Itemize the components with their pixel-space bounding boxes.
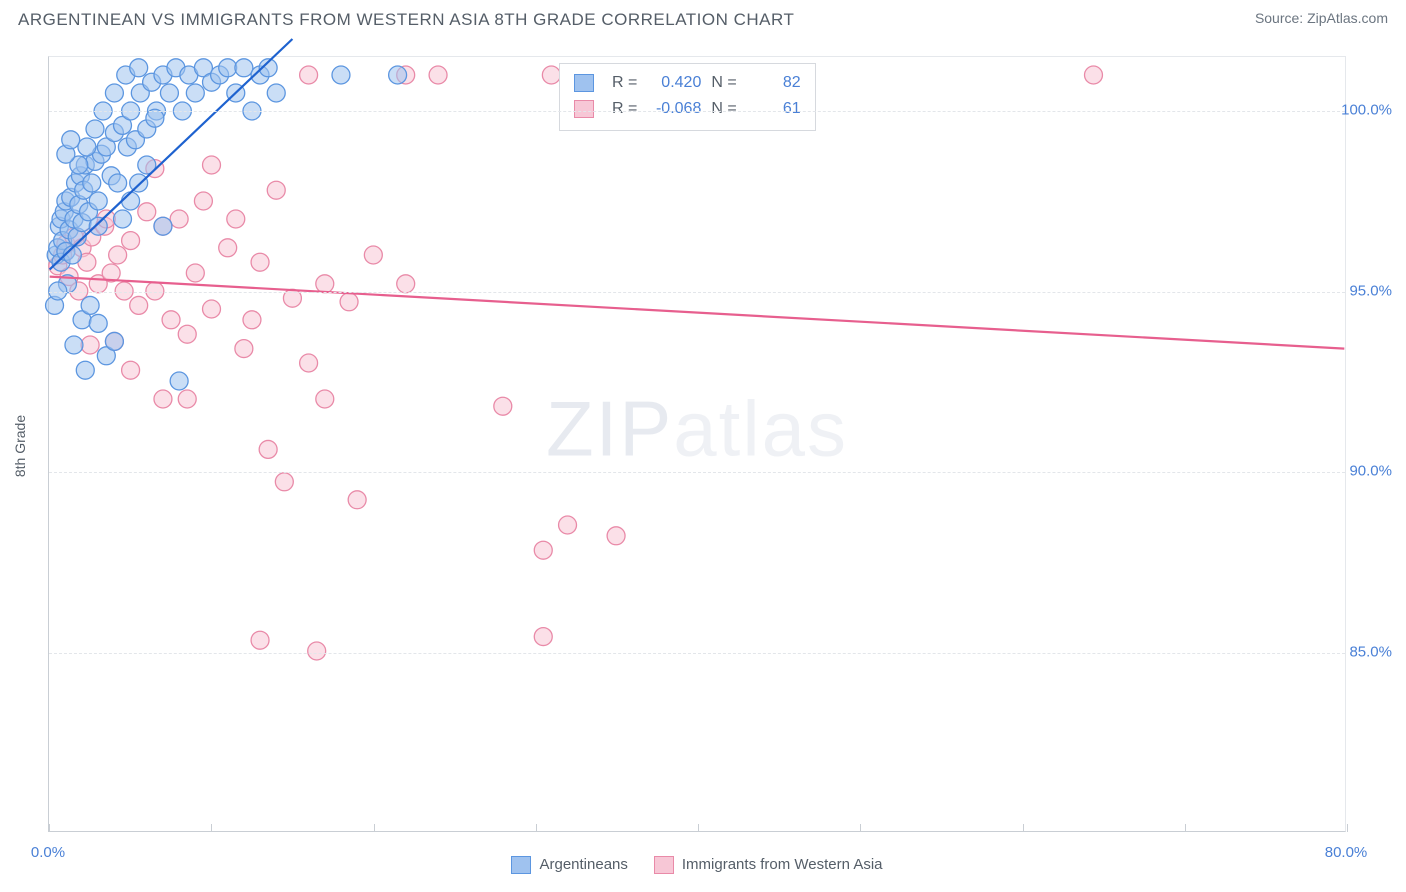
x-tick-label: 0.0% [31, 844, 65, 861]
chart-title: ARGENTINEAN VS IMMIGRANTS FROM WESTERN A… [18, 10, 794, 30]
plot-svg [49, 57, 1345, 831]
chart-plot-area: ZIPatlas R = 0.420 N = 82 R = -0.068 N =… [48, 56, 1346, 832]
x-tick-label: 80.0% [1325, 844, 1368, 861]
gridline [49, 472, 1345, 473]
y-tick-label: 95.0% [1349, 282, 1392, 299]
series2-r-value: -0.068 [647, 96, 701, 122]
legend-item-series2: Immigrants from Western Asia [654, 856, 883, 874]
source-label: Source: ZipAtlas.com [1255, 10, 1388, 26]
series1-r-value: 0.420 [647, 70, 701, 96]
legend-item-series1: Argentineans [511, 856, 627, 874]
x-tick [49, 824, 50, 832]
gridline [49, 111, 1345, 112]
n-label: N = [711, 96, 736, 122]
x-tick [1347, 824, 1348, 832]
series2-n-value: 61 [747, 96, 801, 122]
y-axis-label: 8th Grade [12, 415, 28, 477]
y-tick-label: 100.0% [1341, 102, 1392, 119]
x-tick [211, 824, 212, 832]
y-tick-label: 90.0% [1349, 463, 1392, 480]
n-label: N = [711, 70, 736, 96]
x-tick [1185, 824, 1186, 832]
gridline [49, 292, 1345, 293]
correlation-stats-box: R = 0.420 N = 82 R = -0.068 N = 61 [559, 63, 816, 131]
stats-row-series1: R = 0.420 N = 82 [574, 70, 801, 96]
swatch-series2 [574, 100, 594, 118]
x-tick [374, 824, 375, 832]
x-tick [860, 824, 861, 832]
legend-swatch-series1 [511, 856, 531, 874]
legend-swatch-series2 [654, 856, 674, 874]
r-label: R = [612, 96, 637, 122]
bottom-legend: Argentineans Immigrants from Western Asi… [48, 856, 1346, 874]
r-label: R = [612, 70, 637, 96]
gridline [49, 653, 1345, 654]
legend-label-series1: Argentineans [539, 856, 627, 873]
x-tick [698, 824, 699, 832]
y-tick-label: 85.0% [1349, 643, 1392, 660]
series1-n-value: 82 [747, 70, 801, 96]
x-tick [1023, 824, 1024, 832]
swatch-series1 [574, 74, 594, 92]
legend-label-series2: Immigrants from Western Asia [682, 856, 883, 873]
x-tick [536, 824, 537, 832]
stats-row-series2: R = -0.068 N = 61 [574, 96, 801, 122]
